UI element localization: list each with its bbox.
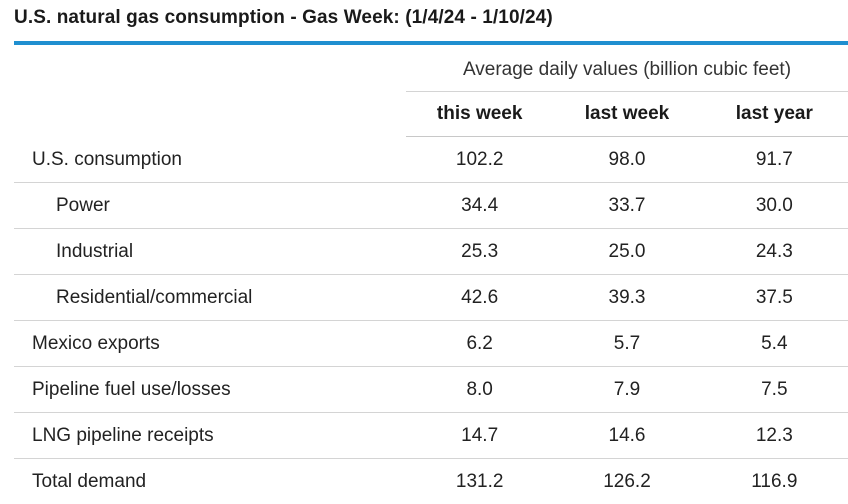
table-row: Mexico exports 6.2 5.7 5.4 xyxy=(14,321,848,367)
table-cell: 14.7 xyxy=(461,424,499,446)
table-cell: 5.4 xyxy=(761,332,788,354)
table-cell: 131.2 xyxy=(455,470,504,492)
table-cell: 25.0 xyxy=(608,240,646,262)
table-cell: 8.0 xyxy=(466,378,493,400)
table-row: Total demand 131.2 126.2 116.9 xyxy=(14,459,848,504)
gas-consumption-table-panel: U.S. natural gas consumption - Gas Week:… xyxy=(14,7,848,492)
row-label: Total demand xyxy=(32,470,147,492)
table-cell: 6.2 xyxy=(466,332,493,354)
table-cell: 30.0 xyxy=(755,194,793,216)
table-cell: 34.4 xyxy=(461,194,499,216)
table-cell: 102.2 xyxy=(455,148,504,170)
row-label: Mexico exports xyxy=(32,332,160,354)
table-row: Power 34.4 33.7 30.0 xyxy=(14,183,848,229)
column-headers: this week last week last year xyxy=(406,92,848,137)
table-cell: 7.9 xyxy=(613,378,641,400)
table-row: Residential/commercial 42.6 39.3 37.5 xyxy=(14,275,848,321)
table-body: U.S. consumption 102.2 98.0 91.7 Power 34.4 33… xyxy=(14,137,848,504)
table-cell: 116.9 xyxy=(751,470,798,492)
column-group-header: Average daily values (billion cubic feet… xyxy=(406,49,848,92)
title-divider xyxy=(14,41,848,45)
row-label: Power xyxy=(56,194,110,216)
table-cell: 5.7 xyxy=(613,332,641,354)
table-row: LNG pipeline receipts 14.7 14.6 12.3 xyxy=(14,413,848,459)
table-row: U.S. consumption 102.2 98.0 91.7 xyxy=(14,137,848,183)
table-cell: 91.7 xyxy=(755,148,793,170)
table-cell: 14.6 xyxy=(608,424,646,446)
table-cell: 7.5 xyxy=(761,378,788,400)
row-label: Residential/commercial xyxy=(56,286,253,308)
table-row: Pipeline fuel use/losses 8.0 7.9 7.5 xyxy=(14,367,848,413)
row-label: LNG pipeline receipts xyxy=(32,424,214,446)
column-header-last-year: last year xyxy=(735,103,813,124)
table-cell: 98.0 xyxy=(608,148,646,170)
row-label: U.S. consumption xyxy=(32,148,182,170)
table-cell: 126.2 xyxy=(603,470,651,492)
table-cell: 25.3 xyxy=(461,240,499,262)
table-cell: 24.3 xyxy=(755,240,793,262)
table-cell: 33.7 xyxy=(608,194,646,216)
table-cell: 12.3 xyxy=(755,424,793,446)
row-label: Pipeline fuel use/losses xyxy=(32,378,231,400)
column-header-last-week: last week xyxy=(584,103,670,124)
row-label: Industrial xyxy=(56,240,134,262)
table-cell: 42.6 xyxy=(461,286,499,308)
page-title: U.S. natural gas consumption - Gas Week:… xyxy=(14,7,553,28)
column-header-this-week: this week xyxy=(436,103,523,124)
table-row: Industrial 25.3 25.0 24.3 xyxy=(14,229,848,275)
table-cell: 37.5 xyxy=(755,286,793,308)
table-cell: 39.3 xyxy=(608,286,646,308)
